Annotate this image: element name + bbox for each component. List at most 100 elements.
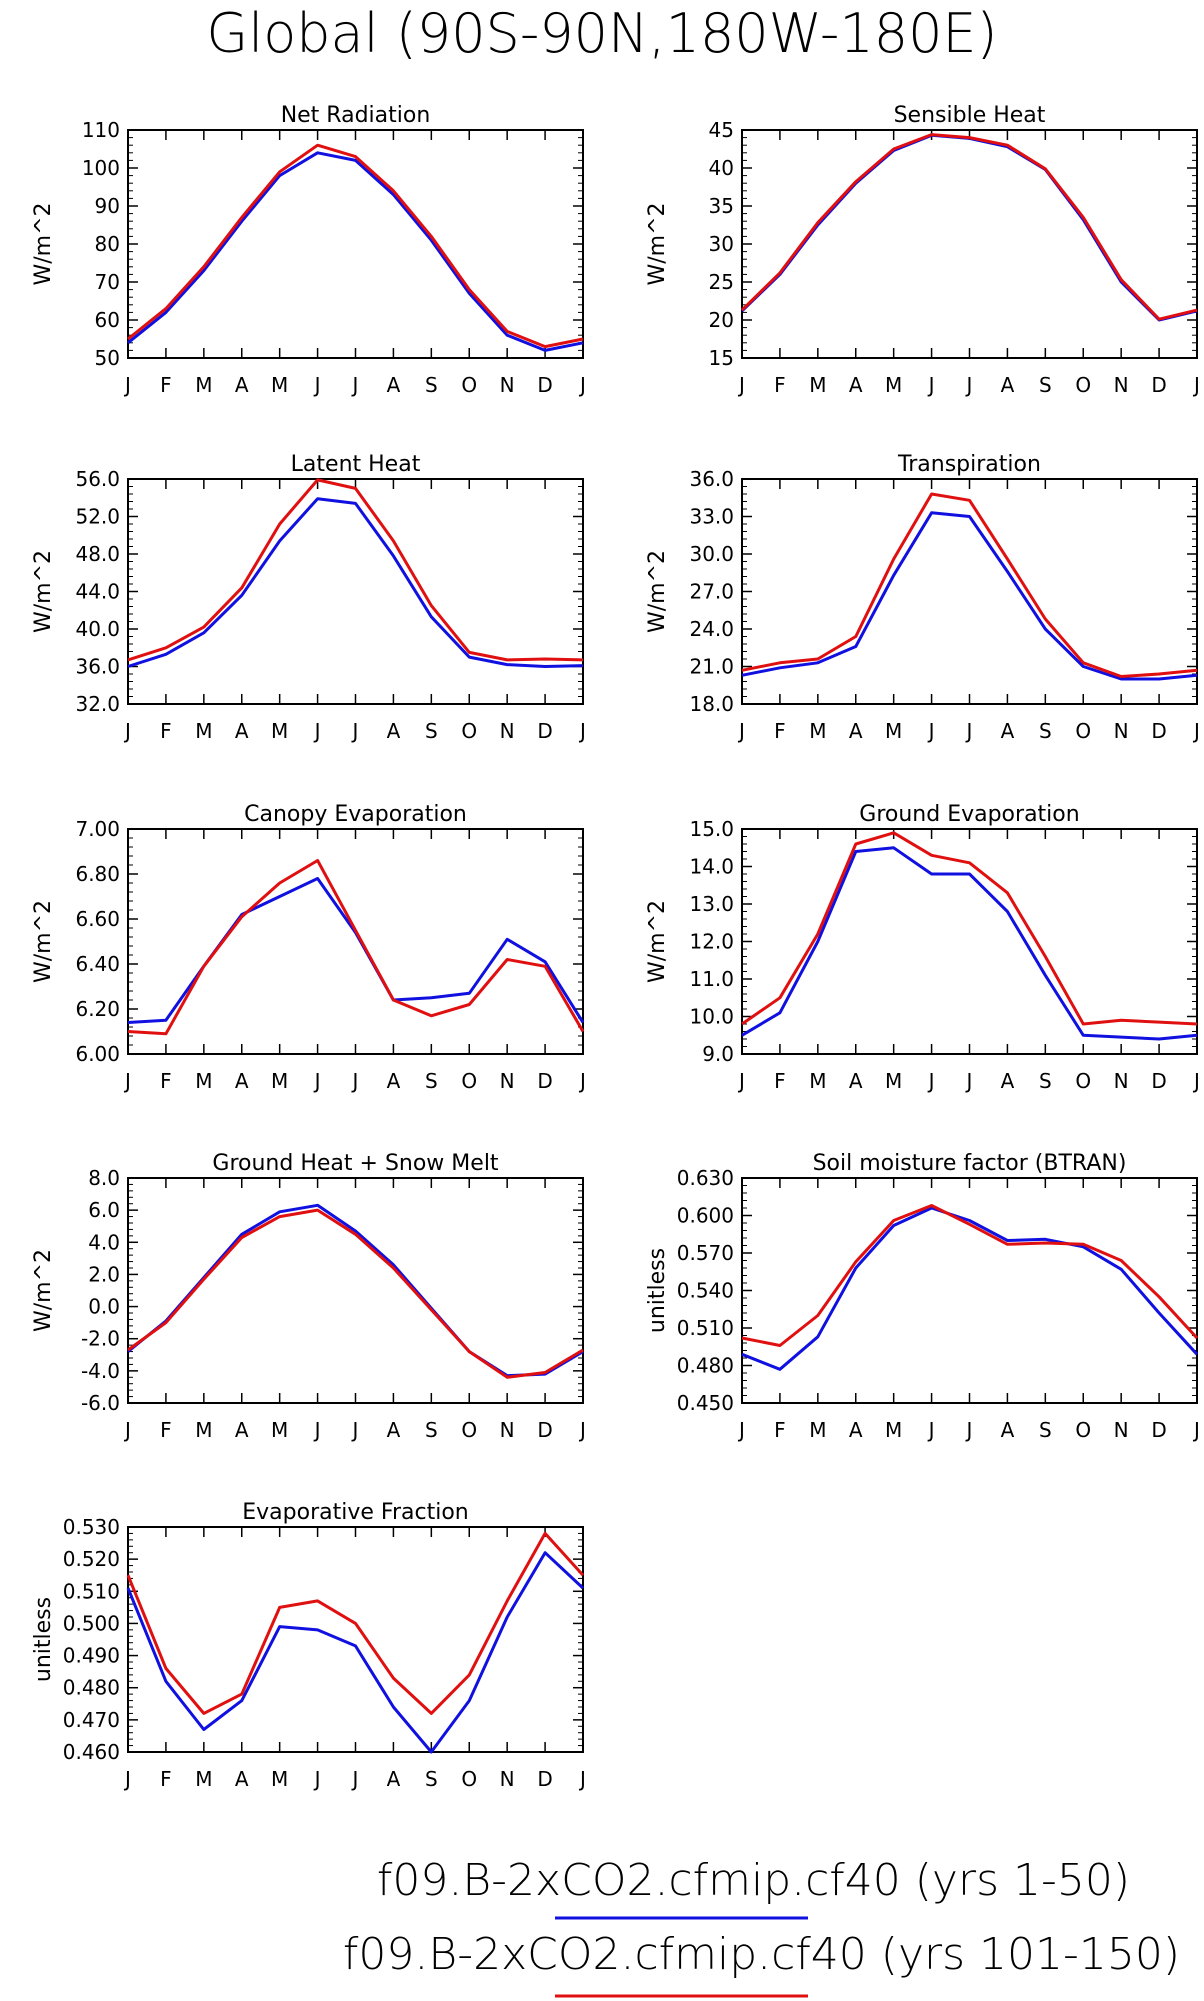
x-tick-label: J xyxy=(927,719,935,743)
y-tick-label: 18.0 xyxy=(689,692,734,716)
y-axis-label: W/m^2 xyxy=(645,202,670,285)
x-tick-label: N xyxy=(1114,1069,1129,1093)
y-tick-label: 20 xyxy=(709,308,734,332)
series-line-yrs-1-50 xyxy=(127,497,584,668)
y-tick-label: -4.0 xyxy=(81,1359,120,1383)
series-line-yrs-1-50 xyxy=(741,846,1198,1041)
panel-title: Transpiration xyxy=(897,452,1041,477)
series-line-yrs-101-150 xyxy=(126,1531,585,1715)
x-tick-label: J xyxy=(313,1069,321,1093)
y-tick-label: 7.00 xyxy=(75,817,120,841)
x-tick-label: N xyxy=(1114,719,1129,743)
x-tick-label: J xyxy=(123,373,131,397)
y-tick-label: -2.0 xyxy=(81,1327,120,1351)
x-tick-label: M xyxy=(885,1418,902,1442)
x-tick-label: D xyxy=(537,1069,552,1093)
x-tick-label: O xyxy=(461,373,477,397)
y-axis-label: W/m^2 xyxy=(645,550,670,633)
x-tick-label: J xyxy=(351,719,359,743)
panel-transpiration: 18.021.024.027.030.033.036.0J F M A M J J A S O N D… xyxy=(645,452,1200,743)
x-tick-label: J xyxy=(965,719,973,743)
y-tick-label: 6.20 xyxy=(75,997,120,1021)
x-tick-label: M xyxy=(885,719,902,743)
y-axis-label: unitless xyxy=(645,1248,670,1333)
y-axis-label: W/m^2 xyxy=(31,202,56,285)
legend: f09.B-2xCO2.cfmip.cf40 (yrs 1-50) f09.B-… xyxy=(343,1855,1180,1998)
y-tick-label: 30.0 xyxy=(689,542,734,566)
y-tick-label: 33.0 xyxy=(689,505,734,529)
x-tick-label: N xyxy=(500,1418,515,1442)
x-tick-label: A xyxy=(387,1069,401,1093)
x-tick-label: F xyxy=(160,373,172,397)
plot-frame xyxy=(741,129,1198,359)
y-tick-label: 14.0 xyxy=(689,855,734,879)
x-tick-label: J xyxy=(965,1418,973,1442)
x-tick-label: N xyxy=(1114,1418,1129,1442)
y-axis-label: W/m^2 xyxy=(31,900,56,983)
series-line-yrs-1-50 xyxy=(126,1551,585,1754)
x-tick-label: S xyxy=(1039,1418,1052,1442)
y-tick-label: 50 xyxy=(95,346,120,370)
x-tick-label: M xyxy=(195,1767,212,1791)
x-tick-label: J xyxy=(123,1767,131,1791)
plot-frame xyxy=(127,478,584,705)
y-tick-label: 36.0 xyxy=(75,655,120,679)
x-tick-label: J xyxy=(1192,373,1200,397)
x-tick-label: A xyxy=(235,1069,249,1093)
x-tick-label: D xyxy=(537,373,552,397)
plot-frame xyxy=(127,129,584,359)
x-tick-label: A xyxy=(235,1418,249,1442)
x-tick-label: F xyxy=(774,373,786,397)
x-tick-label: J xyxy=(965,1069,973,1093)
x-tick-label: J xyxy=(578,1418,586,1442)
x-tick-label: J xyxy=(578,719,586,743)
x-tick-label: A xyxy=(235,719,249,743)
x-tick-label: J xyxy=(351,373,359,397)
x-tick-label: J xyxy=(1192,719,1200,743)
y-tick-label: 35 xyxy=(709,194,734,218)
x-tick-label: O xyxy=(1075,719,1091,743)
y-tick-label: 0.600 xyxy=(677,1204,734,1228)
y-tick-label: 0.520 xyxy=(63,1547,120,1571)
x-tick-label: N xyxy=(500,719,515,743)
x-tick-label: J xyxy=(737,373,745,397)
series-line-yrs-101-150 xyxy=(741,831,1198,1026)
x-tick-label: O xyxy=(461,1418,477,1442)
x-tick-label: D xyxy=(537,1418,552,1442)
x-tick-label: M xyxy=(195,1418,212,1442)
plot-frame xyxy=(741,478,1198,705)
y-tick-label: 15 xyxy=(709,346,734,370)
panel-title: Canopy Evaporation xyxy=(244,802,467,827)
panel-title: Sensible Heat xyxy=(894,103,1046,128)
panel-latent-heat: 32.036.040.044.048.052.056.0J F M A M J J A S O N D… xyxy=(31,452,586,743)
x-tick-label: A xyxy=(387,1418,401,1442)
x-tick-label: A xyxy=(235,1767,249,1791)
y-tick-label: 0.460 xyxy=(63,1740,120,1764)
series-line-yrs-101-150 xyxy=(127,859,585,1036)
x-tick-label: D xyxy=(1151,373,1166,397)
panel-title: Net Radiation xyxy=(281,103,431,128)
x-tick-label: S xyxy=(425,1418,438,1442)
x-tick-label: N xyxy=(500,1767,515,1791)
x-tick-label: M xyxy=(885,1069,902,1093)
y-tick-label: 6.00 xyxy=(75,1042,120,1066)
plot-frame xyxy=(127,1177,584,1404)
x-tick-label: O xyxy=(461,719,477,743)
y-tick-label: 8.0 xyxy=(88,1166,120,1190)
x-tick-label: M xyxy=(271,373,288,397)
y-tick-label: 36.0 xyxy=(689,467,734,491)
y-tick-label: 56.0 xyxy=(75,467,120,491)
x-tick-label: F xyxy=(774,719,786,743)
x-tick-label: J xyxy=(123,1069,131,1093)
x-tick-label: J xyxy=(351,1418,359,1442)
x-tick-label: A xyxy=(387,719,401,743)
x-tick-label: N xyxy=(500,373,515,397)
y-tick-label: 12.0 xyxy=(689,930,734,954)
y-tick-label: 0.510 xyxy=(63,1579,120,1603)
panel-canopy-evaporation: 6.006.206.406.606.807.00J F M A M J J A S O N D JCan… xyxy=(31,802,586,1093)
panel-title: Soil moisture factor (BTRAN) xyxy=(813,1151,1127,1176)
panel-ground-evaporation: 9.010.011.012.013.014.015.0J F M A M J J A S O N D J… xyxy=(645,802,1200,1093)
